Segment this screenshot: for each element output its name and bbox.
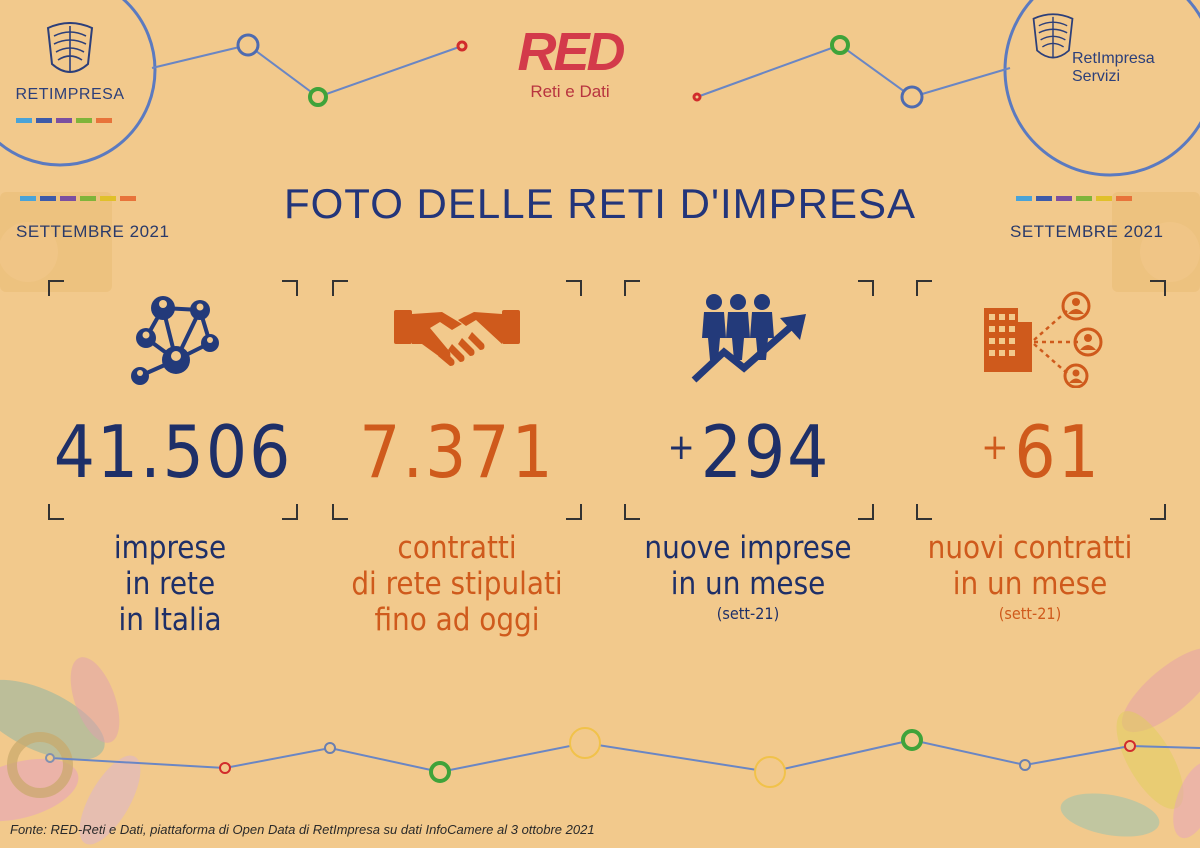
- stat-card-contratti: 7.371: [332, 280, 582, 520]
- retimpresa-servizi-line2: Servizi: [1072, 68, 1121, 85]
- stat-card-imprese: 41.506: [48, 280, 298, 520]
- people-growth-icon: [691, 294, 806, 383]
- handshake-icon: [394, 310, 520, 366]
- stat-desc-nuove-imprese: nuove imprese in un mese (sett-21): [598, 530, 898, 626]
- stat-desc-nuovi-contratti: nuovi contratti in un mese (sett-21): [880, 530, 1180, 626]
- retimpresa-logo[interactable]: RETIMPRESA: [0, 22, 140, 123]
- left-colorbar: [20, 196, 136, 201]
- stat-desc-line: nuovi contratti: [927, 530, 1133, 566]
- red-logo-subtitle: Reti e Dati: [530, 82, 610, 101]
- stat-desc-note: (sett-21): [716, 604, 780, 623]
- stat-desc-contratti: contratti di rete stipulati fino ad oggi: [307, 530, 607, 638]
- stat-desc-line: imprese: [113, 530, 227, 566]
- stat-value-nuovi-contratti: +61: [981, 410, 1101, 494]
- retimpresa-emblem-icon: [46, 22, 94, 73]
- source-note: Fonte: RED-Reti e Dati, piattaforma di O…: [10, 822, 595, 837]
- retimpresa-servizi-logo-text: RetImpresa Servizi: [1072, 50, 1155, 86]
- stat-desc-line: in Italia: [118, 602, 222, 638]
- stat-desc-line: in rete: [124, 566, 216, 602]
- date-right: SETTEMBRE 2021: [1010, 222, 1164, 241]
- network-people-icon: [131, 296, 219, 385]
- stat-desc-line: nuove imprese: [644, 530, 852, 566]
- retimpresa-servizi-emblem-icon: [1032, 13, 1074, 59]
- brand-colorbar: [16, 118, 112, 123]
- red-logo[interactable]: RED Reti e Dati: [505, 22, 635, 102]
- building-network-icon: [984, 291, 1103, 388]
- date-left: SETTEMBRE 2021: [16, 222, 170, 241]
- stat-desc-line: in un mese: [670, 566, 826, 602]
- stat-desc-line: di rete stipulati: [351, 566, 563, 602]
- stat-value-nuove-imprese: +294: [667, 410, 831, 494]
- page-title: FOTO DELLE RETI D'IMPRESA: [283, 180, 917, 227]
- retimpresa-servizi-line1: RetImpresa: [1072, 50, 1155, 67]
- right-colorbar: [1016, 196, 1132, 201]
- stat-desc-line: fino ad oggi: [374, 602, 540, 638]
- red-logo-mark: RED: [517, 22, 625, 82]
- retimpresa-logo-text: RETIMPRESA: [15, 86, 125, 103]
- stat-card-nuovi-contratti: +61: [916, 280, 1166, 520]
- stat-desc-note: (sett-21): [998, 604, 1062, 623]
- stat-value-contratti: 7.371: [359, 410, 555, 494]
- stat-desc-line: contratti: [397, 530, 517, 566]
- stat-desc-line: in un mese: [952, 566, 1108, 602]
- stat-value-imprese: 41.506: [53, 410, 293, 494]
- stat-desc-imprese: imprese in rete in Italia: [20, 530, 320, 638]
- stat-card-nuove-imprese: +294: [624, 280, 874, 520]
